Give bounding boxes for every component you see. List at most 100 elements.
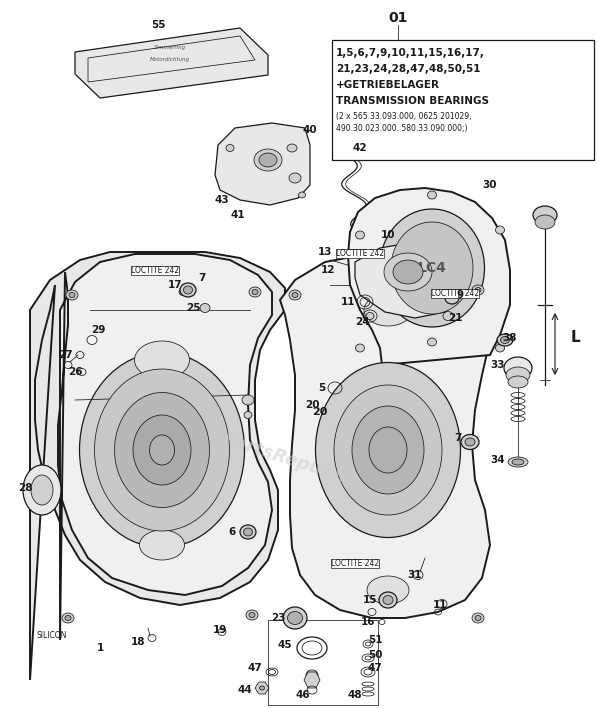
- Ellipse shape: [252, 290, 258, 295]
- Ellipse shape: [428, 191, 437, 199]
- Polygon shape: [30, 252, 285, 680]
- Ellipse shape: [533, 206, 557, 224]
- Text: 34: 34: [491, 455, 506, 465]
- Text: +GETRIEBELAGER: +GETRIEBELAGER: [336, 80, 440, 90]
- Text: 46: 46: [296, 690, 310, 700]
- Ellipse shape: [66, 290, 78, 300]
- Text: 47: 47: [247, 663, 262, 673]
- Ellipse shape: [472, 613, 484, 623]
- Polygon shape: [355, 242, 462, 318]
- Text: 33: 33: [491, 360, 505, 370]
- Text: (2 x 565.33.093.000, 0625 201029,: (2 x 565.33.093.000, 0625 201029,: [336, 112, 471, 121]
- Polygon shape: [58, 254, 272, 640]
- Text: 40: 40: [302, 125, 317, 135]
- Ellipse shape: [183, 286, 192, 294]
- Polygon shape: [255, 682, 269, 694]
- Text: PartsRepublic: PartsRepublic: [221, 430, 359, 490]
- Ellipse shape: [384, 253, 432, 291]
- Text: 48: 48: [347, 690, 362, 700]
- Text: 55: 55: [151, 20, 165, 30]
- Text: LOCTITE 242: LOCTITE 242: [336, 249, 384, 258]
- Text: 41: 41: [231, 210, 246, 220]
- Text: Motordichtung: Motordichtung: [150, 57, 190, 62]
- Text: 13: 13: [317, 247, 332, 257]
- Ellipse shape: [475, 287, 481, 292]
- Ellipse shape: [495, 344, 504, 352]
- Text: Simmerring: Simmerring: [154, 45, 186, 50]
- Ellipse shape: [512, 459, 524, 465]
- Ellipse shape: [445, 292, 459, 304]
- Ellipse shape: [352, 406, 424, 494]
- Text: 45: 45: [278, 640, 292, 650]
- Ellipse shape: [62, 613, 74, 623]
- Ellipse shape: [200, 304, 210, 312]
- Text: 15: 15: [363, 595, 377, 605]
- Ellipse shape: [367, 576, 409, 604]
- Ellipse shape: [334, 385, 442, 515]
- Polygon shape: [215, 123, 310, 205]
- Ellipse shape: [495, 226, 504, 234]
- Ellipse shape: [289, 290, 301, 300]
- Ellipse shape: [286, 613, 298, 623]
- Text: 43: 43: [214, 195, 229, 205]
- Text: 1,5,6,7,9,10,11,15,16,17,: 1,5,6,7,9,10,11,15,16,17,: [336, 48, 485, 58]
- Polygon shape: [348, 188, 510, 365]
- Ellipse shape: [287, 144, 297, 152]
- Text: 42: 42: [353, 143, 367, 153]
- Text: 10: 10: [381, 230, 395, 240]
- Bar: [268, 620, 378, 705]
- Text: 7: 7: [198, 273, 205, 283]
- Ellipse shape: [535, 215, 555, 229]
- Text: 27: 27: [58, 350, 72, 360]
- Ellipse shape: [292, 292, 298, 297]
- Ellipse shape: [306, 670, 318, 680]
- Ellipse shape: [150, 435, 174, 465]
- Text: 01: 01: [388, 11, 408, 25]
- Ellipse shape: [508, 457, 528, 467]
- Text: 16: 16: [361, 617, 375, 627]
- Polygon shape: [75, 28, 268, 98]
- Ellipse shape: [506, 367, 530, 383]
- Text: LOCTITE 242: LOCTITE 242: [331, 559, 379, 568]
- Text: 50: 50: [368, 650, 382, 660]
- Text: LOCTITE 242: LOCTITE 242: [131, 266, 179, 275]
- Text: 51: 51: [368, 635, 382, 645]
- Ellipse shape: [179, 288, 187, 295]
- Ellipse shape: [31, 475, 53, 505]
- Text: 47: 47: [368, 663, 382, 673]
- Ellipse shape: [259, 153, 277, 167]
- Ellipse shape: [135, 341, 189, 379]
- Ellipse shape: [249, 612, 255, 617]
- Polygon shape: [304, 672, 320, 688]
- Text: LC4: LC4: [418, 261, 446, 275]
- Ellipse shape: [259, 686, 265, 690]
- Text: 11: 11: [432, 600, 447, 610]
- Text: 7: 7: [454, 433, 462, 443]
- Text: SILICON: SILICON: [37, 631, 67, 639]
- Text: 1: 1: [96, 643, 104, 653]
- Text: 29: 29: [91, 325, 105, 335]
- Ellipse shape: [180, 283, 196, 297]
- Ellipse shape: [364, 294, 412, 326]
- Text: 26: 26: [68, 367, 82, 377]
- Ellipse shape: [380, 209, 485, 327]
- Ellipse shape: [504, 357, 532, 379]
- Text: 17: 17: [168, 280, 182, 290]
- Ellipse shape: [391, 222, 473, 314]
- Ellipse shape: [355, 231, 365, 239]
- Text: 30: 30: [483, 180, 497, 190]
- Ellipse shape: [69, 292, 75, 297]
- Text: 21,23,24,28,47,48,50,51: 21,23,24,28,47,48,50,51: [336, 64, 480, 74]
- Ellipse shape: [383, 595, 393, 605]
- Ellipse shape: [475, 615, 481, 620]
- Ellipse shape: [244, 411, 252, 418]
- Text: 5: 5: [319, 383, 326, 393]
- Ellipse shape: [246, 610, 258, 620]
- Ellipse shape: [95, 369, 229, 531]
- Text: 20: 20: [312, 407, 328, 417]
- Ellipse shape: [244, 528, 253, 536]
- Text: TRANSMISSION BEARINGS: TRANSMISSION BEARINGS: [336, 96, 489, 106]
- Ellipse shape: [226, 144, 234, 152]
- Text: 12: 12: [320, 265, 335, 275]
- Text: 44: 44: [238, 685, 252, 695]
